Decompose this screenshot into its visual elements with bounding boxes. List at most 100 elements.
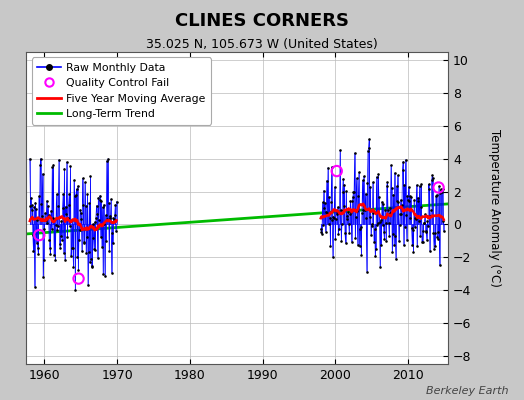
Point: [436, 186, 445, 193]
Point: [92, 202, 101, 209]
Point: [62, 210, 70, 217]
Point: [419, 228, 428, 234]
Point: [101, 273, 109, 280]
Point: [75, 237, 83, 244]
Point: [73, 183, 82, 189]
Point: [428, 177, 436, 184]
Point: [373, 174, 381, 180]
Point: [328, 164, 336, 170]
Point: [424, 181, 433, 188]
Point: [27, 207, 36, 213]
Point: [346, 198, 355, 204]
Point: [84, 248, 93, 255]
Point: [432, 192, 440, 199]
Point: [362, 190, 370, 197]
Point: [395, 222, 403, 228]
Point: [428, 172, 436, 179]
Point: [74, 267, 82, 273]
Point: [74, 276, 83, 282]
Point: [34, 250, 42, 257]
Point: [66, 163, 74, 170]
Point: [71, 193, 79, 199]
Point: [67, 252, 75, 259]
Point: [387, 162, 395, 168]
Point: [400, 182, 409, 188]
Point: [57, 218, 66, 224]
Point: [322, 209, 331, 215]
Point: [394, 172, 402, 178]
Point: [39, 274, 47, 280]
Point: [320, 205, 329, 211]
Point: [340, 202, 348, 209]
Point: [417, 204, 425, 210]
Point: [354, 193, 363, 200]
Point: [394, 199, 402, 206]
Point: [360, 203, 368, 210]
Point: [426, 213, 434, 220]
Point: [414, 198, 422, 204]
Point: [100, 221, 108, 228]
Point: [418, 239, 427, 245]
Point: [386, 205, 394, 211]
Point: [42, 198, 51, 204]
Point: [411, 214, 420, 221]
Point: [83, 191, 92, 197]
Point: [366, 184, 375, 190]
Point: [106, 213, 114, 219]
Point: [431, 243, 440, 249]
Point: [364, 145, 373, 151]
Point: [431, 230, 439, 236]
Point: [321, 228, 330, 235]
Point: [320, 187, 328, 194]
Point: [391, 233, 399, 239]
Point: [60, 250, 68, 256]
Point: [83, 234, 91, 240]
Point: [335, 225, 343, 232]
Point: [388, 249, 397, 255]
Point: [420, 220, 428, 226]
Point: [375, 218, 384, 225]
Point: [80, 239, 89, 246]
Point: [81, 179, 89, 186]
Point: [351, 150, 359, 156]
Point: [439, 186, 447, 192]
Point: [112, 198, 121, 205]
Point: [376, 264, 384, 270]
Point: [357, 251, 366, 258]
Point: [399, 158, 407, 165]
Point: [111, 202, 119, 208]
Point: [107, 196, 115, 202]
Point: [59, 191, 68, 197]
Point: [389, 231, 397, 237]
Point: [104, 156, 112, 162]
Point: [348, 194, 357, 200]
Point: [430, 246, 438, 252]
Point: [35, 232, 43, 238]
Point: [68, 244, 76, 251]
Point: [60, 166, 69, 172]
Point: [324, 221, 333, 227]
Point: [32, 240, 41, 246]
Point: [61, 256, 69, 263]
Point: [325, 214, 334, 221]
Point: [71, 287, 80, 294]
Point: [367, 221, 376, 228]
Point: [420, 220, 429, 226]
Point: [362, 215, 370, 222]
Point: [80, 238, 88, 245]
Point: [107, 270, 116, 276]
Point: [353, 208, 362, 214]
Point: [435, 183, 443, 190]
Point: [363, 180, 372, 186]
Point: [435, 262, 444, 269]
Point: [91, 246, 100, 253]
Point: [383, 179, 391, 186]
Point: [327, 199, 335, 206]
Point: [41, 217, 50, 223]
Point: [393, 198, 401, 204]
Point: [38, 170, 47, 177]
Point: [63, 234, 72, 240]
Point: [341, 230, 349, 236]
Point: [316, 226, 325, 232]
Point: [359, 207, 367, 213]
